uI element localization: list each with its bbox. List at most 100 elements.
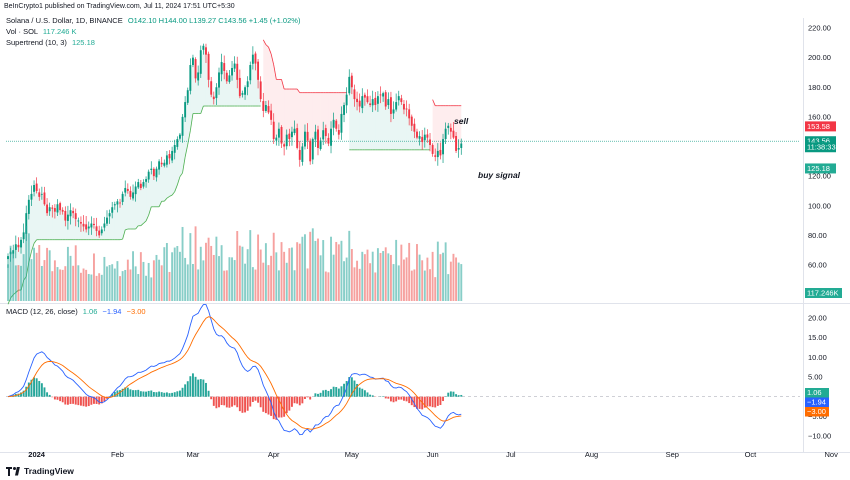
candle-body: [392, 109, 395, 114]
candle-body: [137, 182, 140, 188]
volume-bar: [296, 242, 299, 301]
macd-histogram-bar: [134, 390, 137, 397]
volume-bar: [275, 252, 278, 301]
macd-histogram-bar: [56, 396, 59, 400]
volume-bar: [155, 254, 158, 301]
macd-histogram-bar: [363, 390, 366, 397]
volume-bar: [20, 265, 22, 301]
macd-histogram-bar: [272, 396, 275, 420]
time-axis-tick: Sep: [666, 450, 679, 459]
macd-axis-tick: 20.00: [808, 314, 827, 323]
volume-bar: [165, 243, 168, 301]
volume-bar: [38, 245, 41, 301]
candle-body: [429, 139, 431, 146]
candle-body: [410, 116, 413, 126]
supertrend-fill: [448, 105, 451, 130]
volume-bar: [311, 228, 314, 301]
volume-value: 117.246 K: [42, 27, 77, 36]
supertrend-fill: [153, 172, 157, 207]
macd-histogram-bar: [95, 396, 98, 404]
candle-body: [413, 123, 416, 132]
time-axis-tick: Mar: [186, 450, 199, 459]
macd-histogram-bar: [246, 396, 249, 411]
macd-histogram-bar: [223, 396, 226, 406]
macd-histogram-bar: [192, 373, 194, 397]
candle-body: [400, 98, 403, 103]
supertrend-value: 125.18: [71, 38, 95, 47]
macd-histogram-bar: [139, 391, 142, 397]
volume-bar: [251, 267, 254, 301]
macd-histogram-bar: [158, 391, 161, 397]
supertrend-fill: [80, 222, 84, 240]
macd-histogram-bar: [186, 381, 189, 397]
volume-bar: [439, 254, 442, 301]
supertrend-fill: [232, 66, 235, 107]
supertrend-up-line: [182, 156, 186, 174]
price-badge-label: 125.18: [807, 164, 830, 173]
candle-body: [223, 63, 226, 71]
macd-histogram-bar: [220, 396, 223, 406]
candle-body: [186, 90, 189, 103]
macd-histogram-bar: [410, 396, 413, 406]
macd-histogram-bar: [129, 389, 132, 397]
volume-bar: [452, 253, 455, 301]
macd-badge-label: −1.94: [807, 398, 826, 407]
candle-body: [215, 87, 218, 99]
candle-body: [210, 81, 213, 95]
volume-bar: [426, 257, 429, 301]
volume-bar: [113, 268, 116, 301]
candle-body: [447, 125, 450, 128]
volume-bar: [66, 246, 69, 301]
candle-body: [126, 188, 129, 191]
supertrend-fill: [109, 209, 113, 240]
volume-bar: [421, 260, 424, 301]
volume-bar: [327, 272, 330, 301]
candle-body: [259, 81, 262, 100]
macd-histogram-bar: [277, 396, 280, 418]
candle-body: [181, 116, 184, 136]
supertrend-up-line: [143, 220, 147, 224]
candle-body: [121, 193, 124, 202]
candle-body: [212, 96, 215, 100]
volume-bar: [147, 262, 150, 301]
supertrend-fill: [289, 89, 292, 137]
macd-histogram-bar: [251, 396, 254, 402]
candle-body: [106, 217, 108, 224]
candle-body: [38, 192, 41, 197]
volume-bar: [262, 262, 265, 301]
volume-bar: [228, 257, 231, 301]
macd-histogram-bar: [25, 386, 28, 397]
volume-bar: [400, 244, 403, 301]
volume-bar: [244, 263, 247, 301]
volume-bar: [119, 276, 121, 301]
macd-histogram-bar: [51, 396, 54, 398]
tradingview-logo-icon: [6, 466, 20, 476]
macd-histogram-bar: [17, 393, 20, 397]
candle-body: [460, 143, 463, 148]
macd-axis-tick: 15.00: [808, 333, 827, 342]
candle-body: [343, 105, 345, 115]
candle-body: [337, 130, 340, 135]
volume-bar: [431, 251, 434, 301]
volume-bar: [314, 240, 317, 301]
candle-body: [178, 134, 181, 139]
supertrend-fill: [88, 225, 92, 240]
supertrend-up-line: [145, 214, 150, 222]
candle-body: [25, 213, 28, 234]
candle-body: [449, 127, 452, 132]
volume-bar: [46, 247, 49, 301]
supertrend-fill: [166, 156, 170, 199]
macd-badge: [805, 397, 829, 407]
macd-histogram-bar: [439, 396, 442, 406]
macd-histogram-bar: [233, 396, 236, 406]
macd-histogram-bar: [280, 396, 283, 418]
supertrend-fill: [75, 216, 79, 240]
candle-body: [353, 89, 356, 100]
supertrend-fill: [362, 96, 365, 150]
macd-histogram-bar: [457, 395, 460, 397]
supertrend-fill: [263, 39, 266, 109]
volume-bar: [309, 231, 312, 301]
volume-bar: [192, 264, 194, 301]
supertrend-fill: [31, 188, 35, 252]
